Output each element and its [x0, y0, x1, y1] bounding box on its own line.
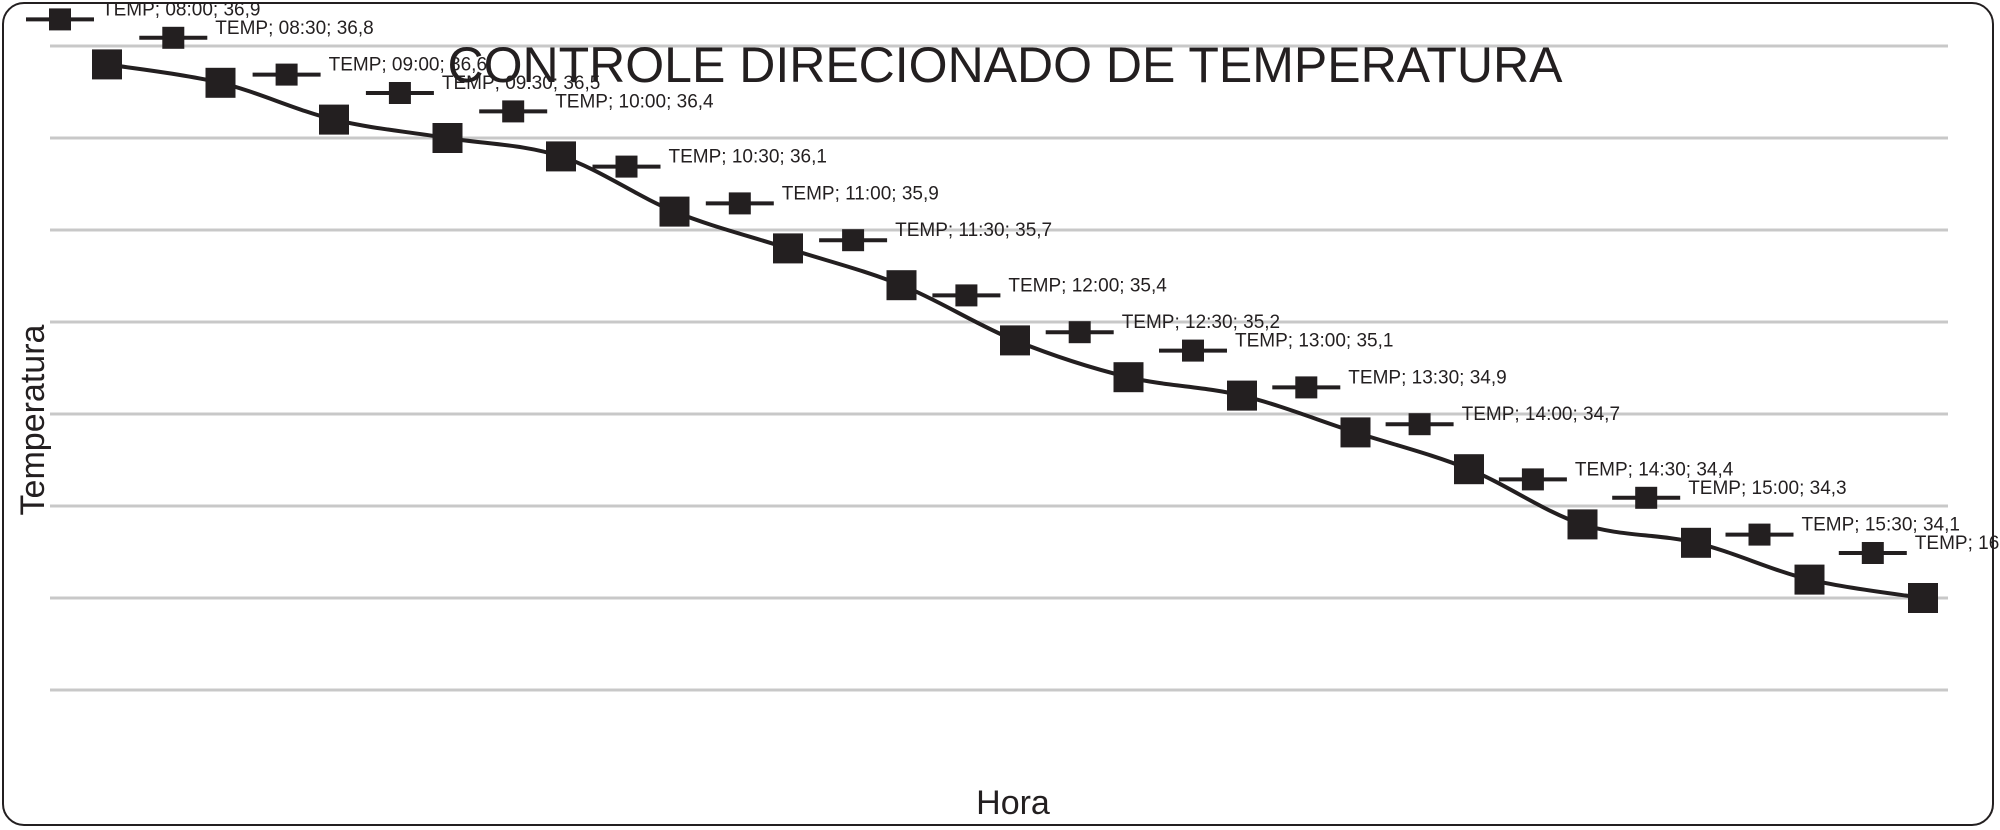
data-label: TEMP; 11:30; 35,7 — [895, 220, 1052, 241]
data-label: TEMP; 14:00; 34,7 — [1462, 404, 1620, 425]
data-label-key-marker — [1748, 523, 1771, 546]
data-point — [1794, 564, 1825, 595]
data-label: TEMP; 13:30; 34,9 — [1348, 367, 1506, 388]
data-label-key-marker — [1182, 339, 1204, 362]
data-label: TEMP; 10:00; 36,4 — [555, 91, 714, 112]
data-point — [1454, 454, 1484, 485]
data-label: TEMP; 14:30; 34,4 — [1575, 459, 1734, 480]
data-point — [1681, 527, 1711, 558]
data-label: TEMP; 11:00; 35,9 — [782, 183, 939, 204]
data-label: TEMP; 09:00; 36,6 — [329, 55, 487, 76]
data-point — [1227, 380, 1257, 411]
data-label-key-marker — [728, 192, 751, 215]
data-point — [1908, 583, 1938, 613]
data-label: TEMP; 12:30; 35,2 — [1122, 312, 1280, 333]
data-point — [659, 196, 690, 227]
data-label-key-marker — [1861, 542, 1884, 564]
data-label: TEMP; 09:30; 36,5 — [442, 73, 600, 94]
grid-lines — [50, 44, 1948, 692]
data-label: TEMP; 15:30; 34,1 — [1802, 515, 1960, 536]
data-point — [1000, 325, 1030, 356]
data-point — [205, 67, 236, 98]
data-label-key-marker — [388, 82, 411, 104]
data-point — [1113, 362, 1144, 393]
data-point — [92, 49, 122, 80]
data-point — [1567, 509, 1598, 540]
data-label-key-marker — [1295, 376, 1318, 399]
data-label-key-marker — [502, 100, 525, 123]
data-label: TEMP; 13:00; 35,1 — [1235, 331, 1393, 352]
data-label-key-marker — [1521, 468, 1544, 491]
data-label-key-marker — [162, 26, 185, 49]
data-label-key-marker — [49, 8, 71, 31]
chart-title: CONTROLE DIRECIONADO DE TEMPERATURA — [448, 37, 1564, 93]
data-markers — [92, 49, 1938, 613]
data-label-key-marker — [842, 229, 865, 252]
data-label: TEMP; 16:00; 34 — [1915, 533, 2000, 554]
data-point — [319, 104, 349, 135]
data-label-key-marker — [955, 284, 978, 307]
data-label-key-marker — [615, 155, 638, 178]
data-point — [432, 123, 463, 153]
data-label-markers — [26, 8, 1907, 564]
data-label: TEMP; 08:00; 36,9 — [102, 0, 260, 20]
data-label-key-marker — [1635, 486, 1658, 509]
data-label: TEMP; 12:00; 35,4 — [1008, 275, 1167, 296]
data-point — [1340, 417, 1371, 448]
data-label: TEMP; 08:30; 36,8 — [215, 18, 373, 39]
data-label: TEMP; 15:00; 34,3 — [1688, 478, 1846, 499]
data-label: TEMP; 10:30; 36,1 — [669, 147, 827, 168]
data-label-key-marker — [1408, 413, 1431, 436]
data-point — [546, 141, 576, 172]
data-point — [886, 270, 917, 301]
x-axis-label: Hora — [976, 784, 1050, 822]
data-label-key-marker — [1068, 321, 1091, 344]
data-label-key-marker — [275, 63, 298, 86]
data-point — [773, 233, 803, 264]
y-axis-label: Temperatura — [14, 324, 52, 515]
